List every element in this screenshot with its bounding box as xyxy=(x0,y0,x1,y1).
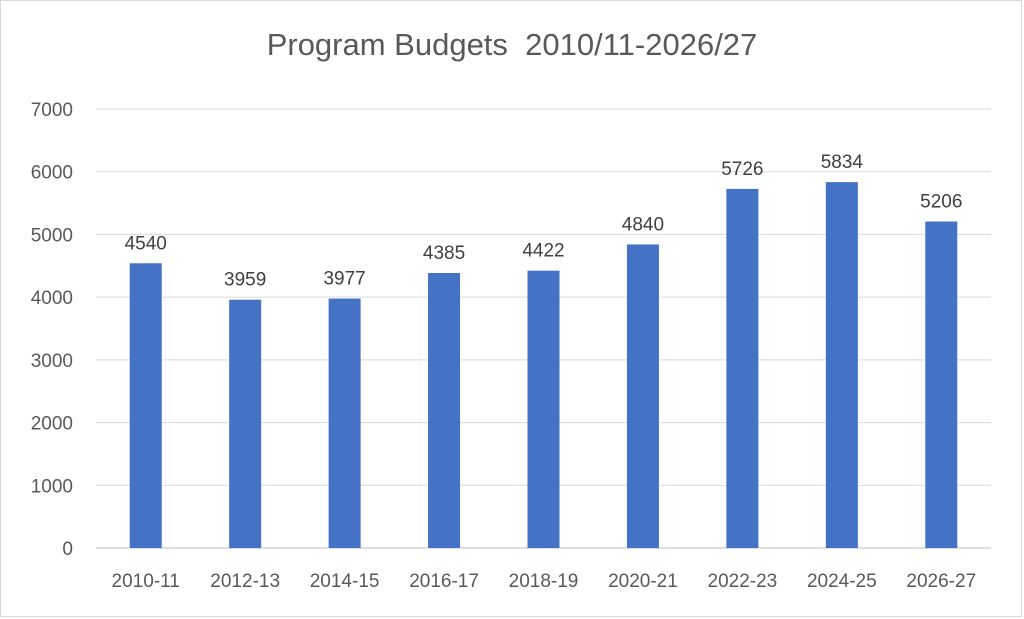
data-label: 4422 xyxy=(522,241,564,262)
y-axis-ticks: 0 1000 2000 3000 4000 5000 6000 7000 xyxy=(31,100,73,560)
x-tick-label: 2010-11 xyxy=(112,571,180,592)
y-tick-label: 2000 xyxy=(31,414,73,435)
x-tick-label: 2018-19 xyxy=(509,571,579,592)
bar xyxy=(328,298,361,548)
chart-title: Program Budgets 2010/11-2026/27 xyxy=(266,27,758,62)
y-tick-label: 4000 xyxy=(31,288,73,309)
y-tick-label: 1000 xyxy=(31,476,73,497)
x-tick-label: 2016-17 xyxy=(409,571,479,592)
y-tick-label: 5000 xyxy=(31,225,73,246)
y-tick-label: 3000 xyxy=(31,351,73,372)
data-label: 3977 xyxy=(323,269,365,290)
bar xyxy=(129,263,162,548)
bar xyxy=(428,272,461,548)
data-label: 4385 xyxy=(423,243,465,264)
bar xyxy=(825,182,858,548)
data-label: 3959 xyxy=(224,270,266,291)
data-label: 5834 xyxy=(821,152,864,173)
y-tick-label: 0 xyxy=(62,539,73,560)
bars xyxy=(129,182,958,548)
data-labels: 4540 3959 3977 4385 4422 4840 5726 5834 5206 xyxy=(125,152,963,291)
y-tick-label: 6000 xyxy=(31,163,73,184)
x-tick-label: 2014-15 xyxy=(310,571,380,592)
data-label: 4540 xyxy=(125,233,167,254)
bar xyxy=(527,270,560,548)
data-label: 5206 xyxy=(920,192,962,213)
bar xyxy=(726,188,759,548)
bar xyxy=(925,221,958,548)
bar xyxy=(229,299,262,548)
x-tick-label: 2026-27 xyxy=(906,571,976,592)
y-tick-label: 7000 xyxy=(31,100,73,121)
x-axis-ticks: 2010-11 2012-13 2014-15 2016-17 2018-19 2020-… xyxy=(112,571,977,592)
x-tick-label: 2024-25 xyxy=(807,571,877,592)
bar xyxy=(626,244,659,548)
x-tick-label: 2022-23 xyxy=(708,571,778,592)
x-tick-label: 2012-13 xyxy=(210,571,280,592)
x-tick-label: 2020-21 xyxy=(608,571,678,592)
data-label: 5726 xyxy=(721,159,763,180)
data-label: 4840 xyxy=(622,214,664,235)
